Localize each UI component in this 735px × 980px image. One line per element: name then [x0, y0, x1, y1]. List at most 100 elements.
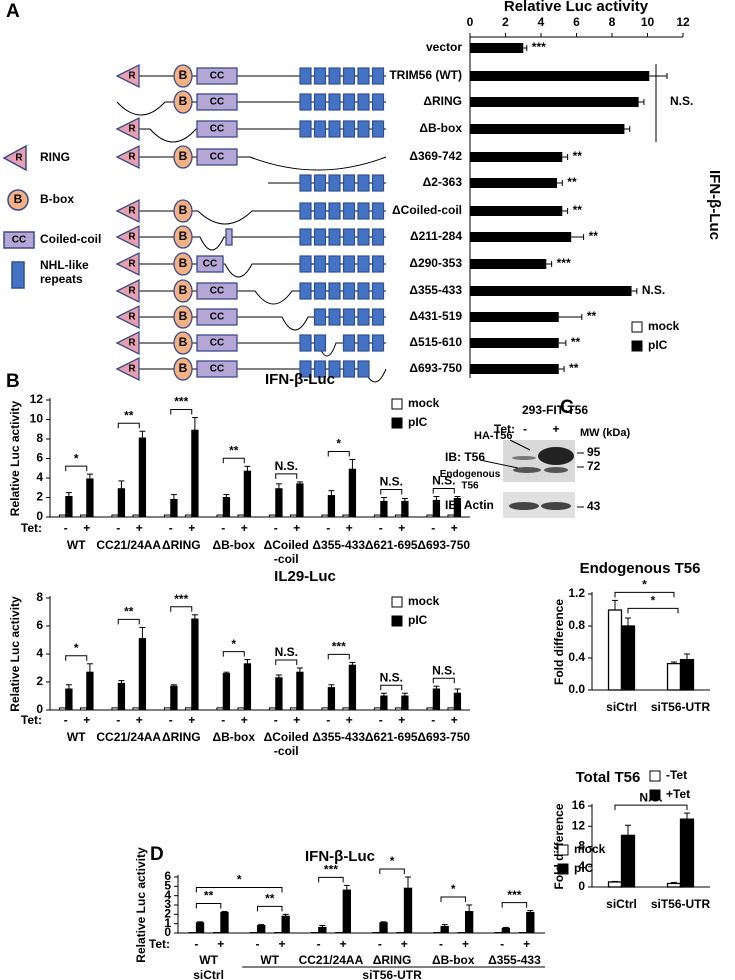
blot-band — [512, 456, 536, 460]
bar — [216, 514, 224, 518]
legend-swatch — [391, 596, 403, 608]
construct-backbone — [116, 101, 386, 116]
bar — [321, 514, 329, 518]
bar — [470, 206, 563, 216]
construct-label: Δ693-750 — [409, 361, 462, 375]
bar — [86, 671, 94, 711]
significance-bracket — [117, 618, 140, 625]
nhl-repeat — [328, 67, 341, 85]
construct-label: Δ355-433 — [409, 283, 462, 297]
ring-letter: R — [128, 312, 136, 323]
significance-bracket — [65, 655, 88, 661]
x-tick-label: ΔRING — [373, 953, 412, 967]
bar — [373, 514, 382, 518]
bar — [470, 364, 559, 374]
tet-label: - — [379, 521, 383, 535]
cc-letter: CC — [210, 338, 224, 349]
x-tick-label: CC21/24AA — [96, 730, 161, 744]
ring-letter: R — [15, 153, 23, 164]
tet-label: + — [188, 521, 195, 535]
bar — [342, 514, 350, 518]
bar — [184, 514, 193, 518]
significance-bracket — [222, 651, 245, 657]
significance-bracket — [614, 591, 675, 598]
blot-tet-title: Tet: — [494, 422, 515, 436]
bar — [432, 499, 441, 518]
significance-label: ** — [569, 361, 579, 375]
tet-title: Tet: — [21, 713, 42, 727]
chart-title: Total T56 — [576, 769, 641, 786]
x-tick-label: ΔB-box — [212, 730, 255, 744]
y-tick-label: 10 — [30, 412, 44, 426]
y-axis-label: Relative Luc activity — [134, 847, 148, 963]
legend-label: mock — [408, 594, 440, 608]
tet-label: + — [398, 521, 405, 535]
bbox-domain — [173, 199, 193, 223]
bar — [58, 707, 67, 711]
bbox-domain — [173, 90, 193, 114]
nhl-repeat — [342, 174, 356, 192]
construct-label: ΔCoiled-coil — [392, 203, 462, 217]
blot-band — [513, 467, 541, 473]
nhl-repeat — [328, 308, 341, 326]
y-tick-label: 5 — [164, 879, 171, 893]
bar — [470, 178, 557, 188]
tet-label: - — [274, 521, 278, 535]
bar — [275, 488, 283, 518]
nhl-repeat — [313, 282, 327, 300]
x-tick-label: CC21/24AA — [299, 953, 364, 967]
bar — [470, 259, 547, 269]
bar — [289, 514, 298, 518]
significance-label: *** — [174, 592, 188, 606]
tet-label: - — [64, 713, 68, 727]
bar — [453, 497, 462, 518]
tet-label: - — [274, 713, 278, 727]
significance-label: ** — [124, 408, 134, 422]
bar — [453, 692, 462, 711]
ring-letter: R — [128, 206, 136, 217]
nhl-repeat — [357, 67, 370, 85]
domain-label: RING — [40, 150, 70, 164]
y-tick-label: 0.4 — [568, 650, 585, 664]
bar — [58, 514, 67, 518]
y-tick-label: 4 — [578, 859, 585, 873]
domain-label: Coiled-coil — [40, 232, 101, 246]
legend-label: mock — [574, 842, 606, 856]
construct-label: ΔRING — [423, 94, 462, 108]
significance-label: * — [390, 854, 395, 868]
significance-label: N.S. — [275, 645, 298, 659]
tet-label: - — [379, 713, 383, 727]
nhl-repeat — [342, 120, 356, 138]
bar — [426, 514, 434, 518]
bar — [470, 286, 632, 296]
bar — [501, 927, 511, 934]
construct-label: Δ211-284 — [410, 229, 462, 243]
bar — [432, 688, 441, 711]
nhl-repeat — [342, 93, 356, 111]
bar — [86, 478, 94, 518]
nhl-repeat — [342, 360, 356, 378]
bar — [464, 911, 474, 934]
x-tick-label: Δ693-750 — [417, 730, 470, 744]
nhl-repeat — [328, 202, 341, 220]
bar — [403, 887, 413, 934]
nhl-repeat — [328, 93, 341, 111]
bbox-symbol — [7, 189, 29, 211]
bbox-letter: B — [179, 283, 188, 297]
ring-letter: R — [128, 364, 136, 375]
ring-domain — [115, 330, 140, 356]
group-label: siT56-UTR — [362, 968, 422, 980]
bar — [268, 707, 277, 711]
nhl-repeat — [299, 255, 312, 273]
significance-bracket — [501, 902, 528, 908]
tet-label: + — [278, 937, 285, 951]
legend-swatch — [391, 417, 403, 429]
tet-label: - — [431, 521, 435, 535]
bbox-domain — [173, 331, 193, 355]
y-tick-label: 4 — [36, 470, 43, 484]
y-tick-label: 0.0 — [568, 682, 585, 696]
significance-label: * — [74, 641, 79, 655]
tet-label: + — [217, 937, 224, 951]
tet-label: - — [500, 937, 504, 951]
